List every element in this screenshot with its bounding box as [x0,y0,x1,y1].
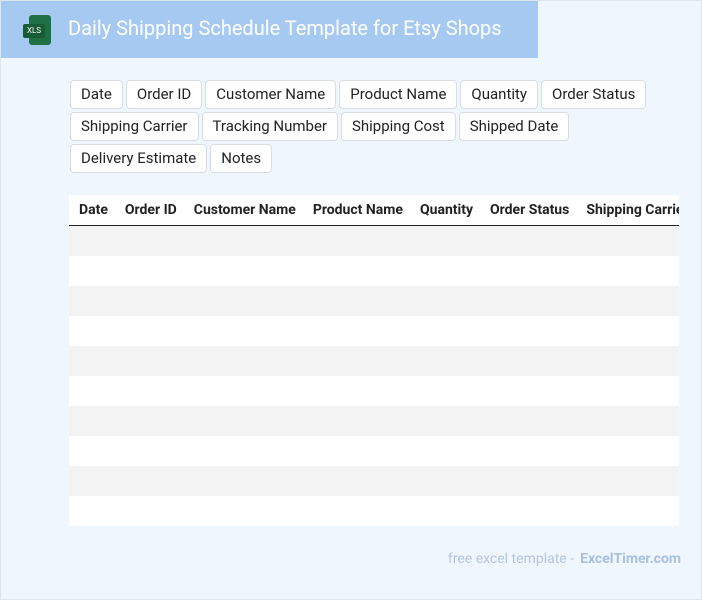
table-row [69,226,679,256]
table-row [69,376,679,406]
field-tag[interactable]: Product Name [339,80,458,109]
field-tag[interactable]: Order ID [125,80,203,109]
table-row [69,346,679,376]
table-header: Date Order ID Customer Name Product Name Qua… [69,195,679,226]
table-row [69,286,679,316]
field-tags: Date Order ID Customer Name Product Name Qua… [70,80,650,173]
field-tag[interactable]: Tracking Number [201,112,338,141]
file-icon: XLS [23,15,51,45]
column-header: Product Name [312,202,403,218]
table-row [69,436,679,466]
field-tag[interactable]: Order Status [541,80,647,109]
table-row [69,256,679,286]
icon-label: XLS [23,24,45,38]
header: XLS Daily Shipping Schedule Template for… [1,1,538,58]
table: Date Order ID Customer Name Product Name Qua… [69,195,679,526]
table-row [69,406,679,436]
field-tag[interactable]: Shipping Cost [340,112,456,141]
page-title: Daily Shipping Schedule Template for Ets… [68,16,502,40]
column-header: Customer Name [193,202,296,218]
column-header: Quantity [419,202,474,218]
table-row [69,466,679,496]
footer-text: free excel template - [447,551,575,567]
field-tag[interactable]: Notes [210,144,273,173]
footer: free excel template - ExcelTimer.com [448,551,681,567]
field-tag[interactable]: Delivery Estimate [70,144,208,173]
field-tag[interactable]: Date [70,80,123,109]
column-header: Shipping Carrier [586,202,679,218]
table-row [69,316,679,346]
column-header: Order Status [490,202,570,218]
table-row [69,496,679,526]
field-tag[interactable]: Quantity [460,80,538,109]
column-header: Date [79,202,108,218]
column-header: Order ID [124,202,177,218]
footer-brand[interactable]: ExcelTimer.com [580,551,681,567]
field-tag[interactable]: Customer Name [205,80,337,109]
field-tag[interactable]: Shipped Date [458,112,570,141]
field-tag[interactable]: Shipping Carrier [70,112,199,141]
